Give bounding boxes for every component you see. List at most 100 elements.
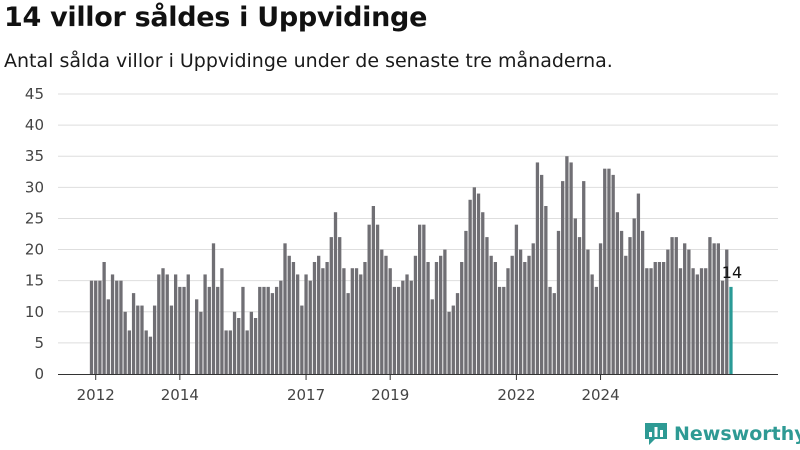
bar bbox=[582, 181, 586, 374]
bar bbox=[367, 224, 371, 374]
bar bbox=[220, 268, 224, 374]
bar bbox=[678, 268, 683, 374]
bar bbox=[535, 162, 540, 374]
bar bbox=[699, 268, 704, 374]
bar bbox=[434, 262, 439, 374]
bar bbox=[451, 305, 455, 374]
bar bbox=[695, 274, 699, 374]
x-tick-label: 2017 bbox=[287, 386, 325, 404]
bar bbox=[392, 286, 397, 374]
bar bbox=[716, 243, 720, 374]
bar bbox=[375, 224, 380, 374]
page-subtitle: Antal sålda villor i Uppvidinge under de… bbox=[4, 50, 613, 72]
y-tick-label: 15 bbox=[25, 272, 44, 290]
y-tick-label: 0 bbox=[34, 365, 44, 383]
bar bbox=[628, 237, 632, 374]
bar bbox=[704, 268, 708, 374]
y-tick-label: 20 bbox=[25, 241, 44, 259]
bar bbox=[144, 330, 148, 374]
x-tick-label: 2022 bbox=[497, 386, 535, 404]
y-tick-label: 25 bbox=[25, 209, 44, 227]
bar bbox=[216, 286, 220, 374]
x-tick-label: 2024 bbox=[581, 386, 619, 404]
bar-latest bbox=[729, 286, 733, 374]
bar bbox=[573, 218, 577, 374]
bar bbox=[354, 268, 359, 374]
bar bbox=[186, 274, 190, 374]
bar bbox=[481, 212, 485, 374]
bar bbox=[552, 293, 556, 374]
bar bbox=[346, 293, 350, 374]
bar bbox=[460, 262, 464, 374]
bar bbox=[199, 311, 203, 374]
bar bbox=[443, 249, 447, 374]
bar bbox=[308, 280, 312, 374]
bar bbox=[455, 293, 460, 374]
bar bbox=[426, 262, 430, 374]
y-tick-label: 40 bbox=[25, 116, 44, 134]
bar bbox=[157, 274, 161, 374]
bar bbox=[518, 249, 523, 374]
bar bbox=[603, 168, 607, 374]
bar bbox=[645, 268, 649, 374]
bar bbox=[304, 274, 308, 374]
bar bbox=[300, 305, 304, 374]
bar bbox=[245, 330, 249, 374]
bar bbox=[102, 262, 106, 374]
bar bbox=[683, 243, 687, 374]
data-labels: 14 bbox=[722, 263, 742, 282]
bar bbox=[388, 268, 392, 374]
bar bbox=[207, 286, 211, 374]
x-tick-label: 2014 bbox=[161, 386, 199, 404]
bar bbox=[274, 286, 279, 374]
bar bbox=[619, 230, 624, 374]
bar bbox=[371, 206, 376, 374]
y-tick-label: 30 bbox=[25, 178, 44, 196]
bar bbox=[653, 262, 657, 374]
brand-logo: Newsworthy bbox=[644, 420, 800, 448]
bar bbox=[468, 199, 472, 374]
x-tick-label: 2019 bbox=[371, 386, 409, 404]
bar bbox=[670, 237, 674, 374]
bar bbox=[363, 262, 367, 374]
bar bbox=[237, 318, 241, 374]
bar bbox=[409, 280, 413, 374]
bar bbox=[262, 286, 266, 374]
bar bbox=[493, 262, 498, 374]
bar bbox=[485, 237, 489, 374]
y-tick-label: 45 bbox=[25, 85, 44, 103]
bar bbox=[514, 224, 519, 374]
bar bbox=[476, 193, 481, 374]
bar bbox=[662, 262, 666, 374]
bar bbox=[115, 280, 119, 374]
bar bbox=[295, 274, 300, 374]
bar bbox=[577, 237, 582, 374]
bar bbox=[590, 274, 594, 374]
bar bbox=[401, 280, 405, 374]
bar bbox=[544, 206, 548, 374]
bar bbox=[136, 305, 140, 374]
bars bbox=[89, 156, 733, 374]
bar bbox=[674, 237, 678, 374]
page-title: 14 villor såldes i Uppvidinge bbox=[4, 2, 428, 33]
bar bbox=[106, 299, 110, 374]
bar bbox=[325, 262, 329, 374]
bar bbox=[241, 286, 245, 374]
y-tick-label: 10 bbox=[25, 303, 44, 321]
bar bbox=[640, 230, 645, 374]
bar bbox=[725, 249, 729, 374]
bar bbox=[510, 255, 514, 374]
latest-value-label: 14 bbox=[722, 263, 742, 282]
bar bbox=[291, 262, 296, 374]
bar bbox=[203, 274, 207, 374]
bar bbox=[110, 274, 115, 374]
bar bbox=[258, 286, 262, 374]
bar bbox=[439, 255, 443, 374]
bar bbox=[321, 268, 325, 374]
bar bbox=[228, 330, 232, 374]
bar bbox=[720, 280, 725, 374]
bar bbox=[489, 255, 493, 374]
bar bbox=[182, 286, 186, 374]
y-tick-label: 35 bbox=[25, 147, 44, 165]
bar bbox=[611, 174, 615, 374]
